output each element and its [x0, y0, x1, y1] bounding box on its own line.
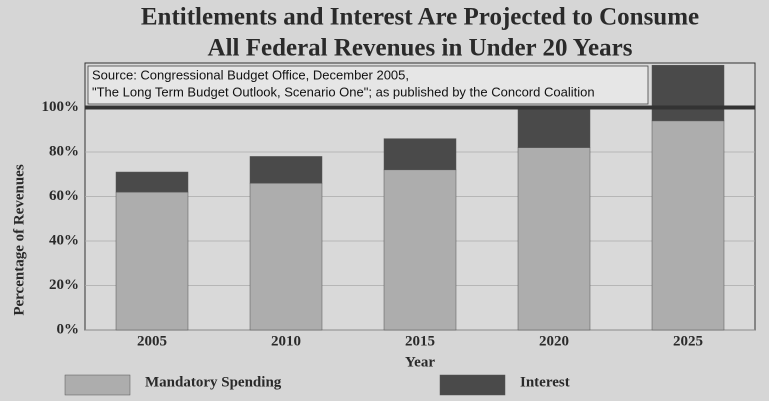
y-tick-label: 100% [42, 99, 80, 115]
y-tick-label: 0% [57, 321, 80, 337]
x-tick-label: 2005 [137, 333, 167, 349]
chart-title: Entitlements and Interest Are Projected … [141, 4, 699, 31]
legend-label: Interest [520, 374, 570, 390]
bar-segment [651, 64, 725, 122]
legend-swatch [64, 374, 131, 396]
bar-segment [115, 191, 189, 331]
y-tick-label: 60% [49, 188, 79, 204]
x-tick-label: 2010 [271, 333, 301, 349]
y-tick-label: 40% [49, 232, 79, 248]
legend-swatch [439, 374, 506, 396]
legend-label: Mandatory Spending [145, 374, 282, 390]
bar-segment [383, 138, 457, 171]
bar-segment [517, 107, 591, 148]
annotation: Source: Congressional Budget Office, Dec… [92, 67, 409, 82]
annotation: "The Long Term Budget Outlook, Scenario … [92, 84, 595, 99]
y-tick-label: 80% [49, 143, 79, 159]
bar-segment [651, 120, 725, 331]
bar-segment [249, 182, 323, 331]
y-tick-label: 20% [49, 277, 79, 293]
x-axis-label: Year [405, 354, 435, 370]
x-tick-label: 2020 [539, 333, 569, 349]
x-tick-label: 2015 [405, 333, 435, 349]
bar-segment [517, 147, 591, 331]
bar-segment [249, 156, 323, 184]
x-tick-label: 2025 [673, 333, 703, 349]
chart-title: All Federal Revenues in Under 20 Years [208, 35, 633, 62]
annotation-box [87, 65, 649, 105]
bar-segment [115, 171, 189, 193]
y-axis-label: Percentage of Revenues [11, 164, 27, 316]
bar-segment [383, 169, 457, 331]
